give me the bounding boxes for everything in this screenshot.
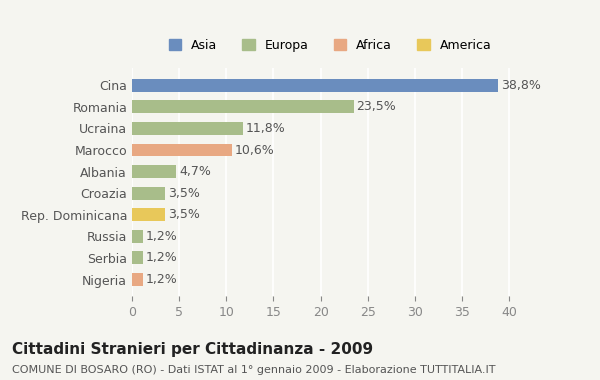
Bar (132, 187, 165, 200)
Text: 1,2%: 1,2% (146, 273, 178, 286)
Text: 11,8%: 11,8% (246, 122, 286, 135)
Bar (132, 252, 143, 264)
Text: 3,5%: 3,5% (168, 187, 200, 200)
Text: 3,5%: 3,5% (168, 208, 200, 221)
Bar (132, 144, 232, 157)
Text: COMUNE DI BOSARO (RO) - Dati ISTAT al 1° gennaio 2009 - Elaborazione TUTTITALIA.: COMUNE DI BOSARO (RO) - Dati ISTAT al 1°… (12, 365, 496, 375)
Text: 1,2%: 1,2% (146, 230, 178, 243)
Bar (132, 100, 353, 113)
Bar (132, 79, 498, 92)
Text: Cittadini Stranieri per Cittadinanza - 2009: Cittadini Stranieri per Cittadinanza - 2… (12, 342, 373, 357)
Text: 23,5%: 23,5% (356, 100, 396, 113)
Bar (132, 230, 143, 243)
Bar (132, 122, 243, 135)
Text: 38,8%: 38,8% (500, 79, 541, 92)
Bar (132, 273, 143, 286)
Text: 4,7%: 4,7% (179, 165, 211, 178)
Bar (132, 208, 165, 221)
Legend: Asia, Europa, Africa, America: Asia, Europa, Africa, America (164, 33, 496, 57)
Text: 10,6%: 10,6% (235, 144, 275, 157)
Bar (132, 165, 176, 178)
Text: 1,2%: 1,2% (146, 252, 178, 264)
